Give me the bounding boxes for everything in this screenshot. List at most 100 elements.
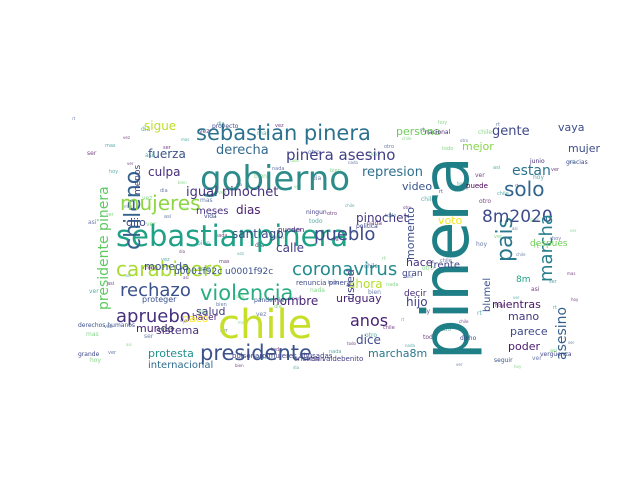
cloud-word: video (402, 180, 432, 193)
cloud-word: parece (510, 325, 548, 338)
cloud-word: anos (350, 311, 388, 330)
filler-word: vez (161, 257, 170, 263)
filler-word: nada (215, 233, 227, 239)
cloud-word: seguir (494, 357, 513, 364)
cloud-word: voto (438, 214, 463, 227)
filler-word: hoy (533, 174, 544, 181)
filler-word: otro (308, 149, 320, 156)
filler-word: chile (459, 319, 469, 324)
filler-word: chile (440, 258, 452, 264)
cloud-word: represion (362, 165, 423, 180)
filler-word: mas (181, 137, 189, 142)
cloud-word: mujer (568, 142, 601, 155)
filler-word: hoy (495, 303, 504, 309)
cloud-word: moneda (144, 260, 189, 273)
filler-word: hoy (514, 364, 522, 369)
filler-word: nada (367, 220, 382, 227)
filler-word: ver (570, 228, 577, 233)
filler-word: vez (256, 311, 266, 318)
cloud-word: salud (196, 305, 225, 318)
filler-word: ver (494, 234, 503, 240)
cloud-word: mundo (136, 322, 175, 335)
filler-word: mas (567, 271, 575, 276)
filler-word: bien (254, 173, 267, 180)
filler-word: todo (328, 280, 339, 286)
cloud-word: usted (344, 269, 357, 300)
filler-word: vez (218, 190, 227, 196)
cloud-word: chileno (121, 171, 146, 250)
cloud-word: hace (406, 256, 433, 269)
cloud-word: asesino (554, 307, 570, 360)
filler-word: otro (460, 138, 469, 143)
filler-word: bien (178, 180, 187, 185)
filler-word: bien (349, 229, 358, 234)
filler-word: vez (123, 135, 130, 140)
filler-word: asi (145, 152, 154, 159)
filler-word: vez (142, 195, 152, 202)
filler-word: ser (182, 206, 189, 211)
cloud-word: derecha (216, 143, 269, 158)
filler-word: mas (86, 331, 99, 338)
filler-word: rt (439, 189, 443, 195)
filler-word: ver (513, 295, 520, 300)
filler-word: dia (217, 121, 225, 127)
filler-word: asi (126, 342, 132, 347)
filler-word: vez (180, 318, 187, 323)
filler-word: asi (164, 214, 171, 220)
filler-word: mas (124, 204, 132, 209)
cloud-word: gracias (566, 159, 588, 166)
cloud-word: junio (529, 158, 545, 165)
filler-word: hoy (438, 120, 447, 126)
filler-word: chile (478, 129, 492, 136)
filler-word: dia (236, 182, 243, 187)
filler-word: vez (275, 123, 284, 129)
cloud-word: protesta (148, 347, 194, 360)
cloud-word: hombre (272, 294, 318, 308)
cloud-word: pandemia (254, 297, 284, 304)
filler-word: todo (423, 334, 437, 341)
filler-word: ser (106, 212, 115, 218)
cloud-word: pais (493, 217, 518, 262)
filler-word: rt (72, 116, 76, 121)
filler-word: todo (309, 218, 323, 225)
filler-word: vez (199, 128, 209, 135)
cloud-word: sistema (156, 324, 199, 337)
filler-word: bien (368, 289, 381, 296)
cloud-word: proyecto (212, 123, 239, 130)
filler-word: vez (104, 324, 113, 330)
cloud-word: gran (402, 269, 423, 279)
filler-word: mas (257, 130, 270, 137)
filler-word: mas (238, 320, 246, 325)
filler-word: dia (255, 242, 264, 249)
filler-word: todo (366, 151, 380, 158)
filler-word: dia (160, 188, 168, 194)
cloud-word: coronavirus (292, 259, 397, 280)
filler-word: ser (87, 150, 97, 157)
filler-word: rt (515, 183, 519, 188)
cloud-word: chile (218, 302, 312, 348)
cloud-word: pinera asesino (286, 146, 395, 164)
cloud-word: pueden (278, 226, 304, 234)
cloud-word: vaya (558, 121, 585, 134)
cloud-word: 8m2020 (482, 207, 553, 227)
filler-word: ver (456, 362, 463, 367)
cloud-word: cristian valdebenito (294, 355, 363, 363)
cloud-word: ahora (348, 277, 383, 291)
filler-word: dia (331, 237, 339, 243)
cloud-word: frente (430, 260, 460, 271)
filler-word: ver (89, 288, 99, 295)
filler-word: bien (235, 363, 244, 368)
filler-word: ser (549, 279, 558, 285)
filler-word: ser (568, 340, 575, 345)
cloud-word: presidente pinera (96, 186, 112, 310)
filler-word: rt (420, 127, 425, 134)
cloud-word: gente (492, 124, 530, 139)
filler-word: ver (532, 355, 542, 362)
filler-word: ser (125, 273, 132, 278)
filler-word: mas (162, 326, 173, 332)
filler-word: mas (143, 264, 156, 271)
cloud-word: igual pinochet (186, 185, 278, 200)
cloud-word: u0001f92c u0001f92c (174, 267, 273, 277)
cloud-word: persona (396, 125, 440, 138)
